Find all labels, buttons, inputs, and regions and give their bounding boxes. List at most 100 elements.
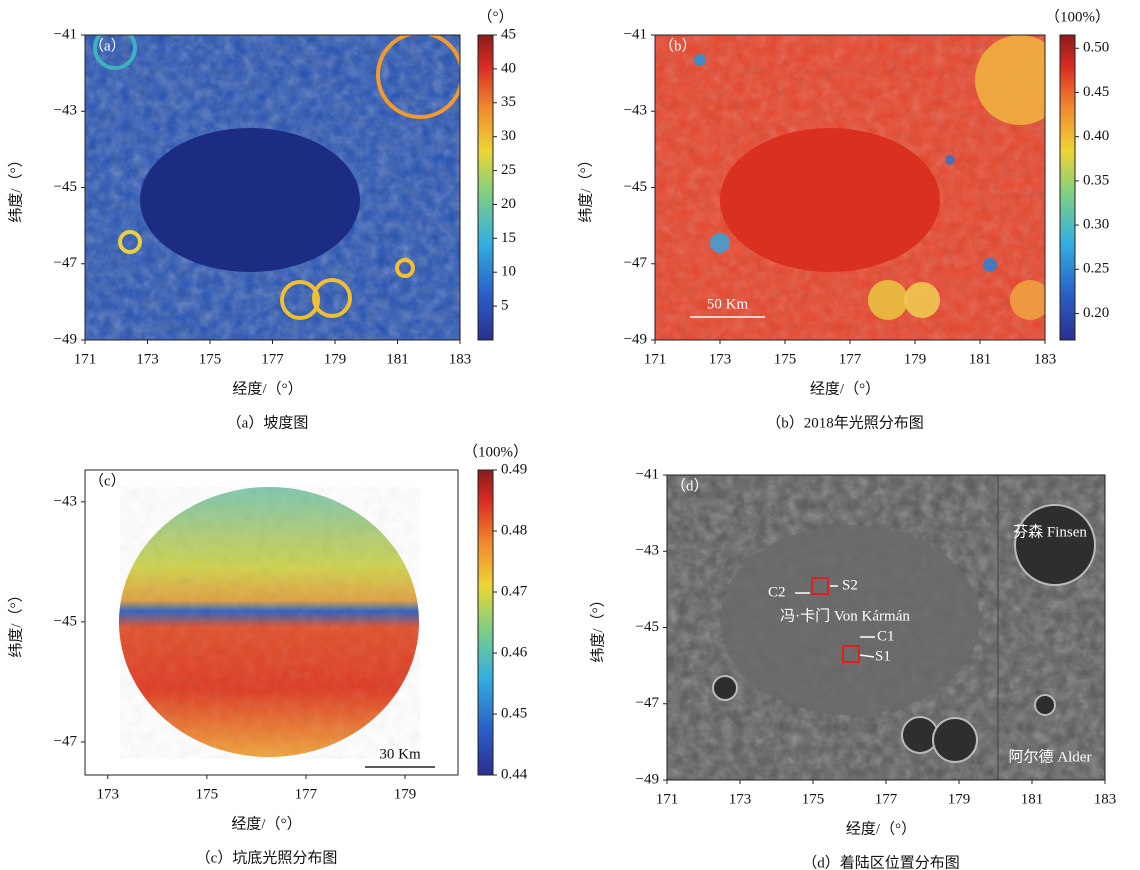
- x-tick-label: 179: [324, 351, 347, 367]
- panel-label: （a）: [89, 37, 126, 54]
- y-tick-label: −43: [54, 103, 77, 119]
- y-tick-label: −49: [54, 331, 77, 347]
- scale-bar-label: 50 Km: [707, 296, 749, 312]
- y-tick-label: −45: [624, 179, 647, 195]
- crater: [975, 35, 1065, 125]
- x-tick-label: 181: [1021, 791, 1044, 807]
- colorbar-tick-label: 30: [501, 128, 516, 144]
- y-tick-label: −45: [54, 613, 77, 629]
- x-tick-label: 183: [1094, 791, 1117, 807]
- x-tick-label: 181: [386, 351, 409, 367]
- colorbar-tick-label: 0.46: [501, 644, 528, 660]
- x-tick-label: 171: [74, 351, 97, 367]
- annotation: C2: [768, 584, 786, 600]
- crater: [983, 258, 997, 272]
- caption: （a）坡度图: [227, 414, 309, 431]
- x-tick-label: 179: [394, 786, 417, 802]
- x-tick-label: 177: [261, 351, 284, 367]
- image-texture: [120, 487, 420, 759]
- map-image: [119, 487, 420, 759]
- y-tick-label: −41: [624, 26, 647, 42]
- x-tick-label: 183: [449, 351, 472, 367]
- x-axis-label: 经度/（°）: [846, 820, 916, 837]
- colorbar-tick-label: 0.20: [1083, 305, 1109, 321]
- crater-floor: [720, 128, 940, 272]
- x-tick-label: 183: [1034, 351, 1057, 367]
- crater: [713, 676, 737, 700]
- panel-label: （d）: [671, 477, 709, 494]
- crater: [1015, 505, 1095, 585]
- colorbar-tick-label: 0.45: [501, 705, 527, 721]
- y-tick-label: −49: [624, 331, 647, 347]
- y-axis-label: 纬度/（°）: [7, 587, 24, 657]
- colorbar-tick-label: 0.35: [1083, 172, 1109, 188]
- annotation: S1: [875, 648, 891, 664]
- y-tick-label: −43: [636, 543, 659, 559]
- colorbar-tick-label: 45: [501, 26, 516, 42]
- crater: [933, 718, 977, 762]
- y-axis-label: 纬度/（°）: [589, 592, 606, 662]
- x-tick-label: 173: [709, 351, 732, 367]
- scale-bar-label: 30 Km: [379, 746, 421, 762]
- colorbar-tick-label: 5: [501, 298, 509, 314]
- crater-floor: [140, 128, 360, 272]
- x-tick-label: 175: [196, 786, 219, 802]
- colorbar-tick-label: 0.47: [501, 583, 528, 599]
- x-tick-label: 177: [295, 786, 318, 802]
- figure: （a） 171 173 175 177 179 181 183 −49 −47 −45 −43 −41 经…: [0, 0, 1140, 870]
- colorbar-tick-label: 0.40: [1083, 128, 1109, 144]
- x-tick-label: 177: [839, 351, 862, 367]
- x-tick-label: 171: [656, 791, 679, 807]
- annotation: 冯·卡门 Von Kármán: [780, 607, 910, 624]
- x-tick-label: 175: [774, 351, 797, 367]
- colorbar-unit: （100%）: [463, 443, 528, 460]
- caption: （b）2018年光照分布图: [766, 414, 924, 431]
- x-tick-label: 173: [136, 351, 159, 367]
- x-tick-label: 179: [904, 351, 927, 367]
- y-tick-label: −45: [54, 179, 77, 195]
- colorbar-tick-label: 35: [501, 94, 516, 110]
- colorbar-tick-label: 0.44: [501, 766, 528, 782]
- x-tick-label: 171: [644, 351, 667, 367]
- x-tick-label: 175: [802, 791, 825, 807]
- annotation: C1: [877, 628, 895, 644]
- y-tick-label: −49: [636, 771, 659, 787]
- colorbar-unit: （100%）: [1045, 8, 1110, 25]
- crater: [904, 282, 940, 318]
- crater: [868, 280, 908, 320]
- colorbar-tick-label: 0.45: [1083, 84, 1109, 100]
- caption: （c）坑底光照分布图: [196, 849, 338, 866]
- y-tick-label: −47: [54, 733, 78, 749]
- panel-label: （c）: [89, 472, 126, 489]
- annotation: 阿尔德 Alder: [1009, 747, 1092, 765]
- colorbar-tick-label: 40: [501, 60, 516, 76]
- crater: [710, 233, 730, 253]
- crater: [945, 155, 955, 165]
- x-tick-label: 173: [97, 786, 120, 802]
- x-axis-label: 经度/（°）: [231, 815, 301, 832]
- colorbar-tick-label: 0.25: [1083, 261, 1109, 277]
- annotation: 芬森 Finsen: [1013, 523, 1087, 540]
- colorbar: [478, 35, 493, 340]
- y-tick-label: −43: [54, 493, 77, 509]
- colorbar-tick-label: 10: [501, 264, 516, 280]
- y-tick-label: −47: [54, 255, 78, 271]
- y-tick-label: −41: [54, 26, 77, 42]
- crater: [694, 54, 706, 66]
- colorbar-tick-label: 0.50: [1083, 40, 1109, 56]
- y-tick-label: −45: [636, 619, 659, 635]
- crater: [1010, 280, 1050, 320]
- x-tick-label: 173: [729, 791, 752, 807]
- y-tick-label: −43: [624, 103, 647, 119]
- x-tick-label: 177: [875, 791, 898, 807]
- colorbar-tick-label: 15: [501, 230, 516, 246]
- annotation: S2: [842, 577, 858, 593]
- panel-label: （b）: [659, 37, 697, 54]
- crater: [1035, 695, 1055, 715]
- y-axis-label: 纬度/（°）: [577, 152, 594, 222]
- colorbar-tick-label: 25: [501, 162, 516, 178]
- colorbar: [1060, 35, 1075, 340]
- caption: （d）着陆区位置分布图: [802, 854, 960, 870]
- y-tick-label: −47: [636, 695, 660, 711]
- page: （a） 171 173 175 177 179 181 183 −49 −47 −45 −43 −41 经…: [0, 0, 1140, 870]
